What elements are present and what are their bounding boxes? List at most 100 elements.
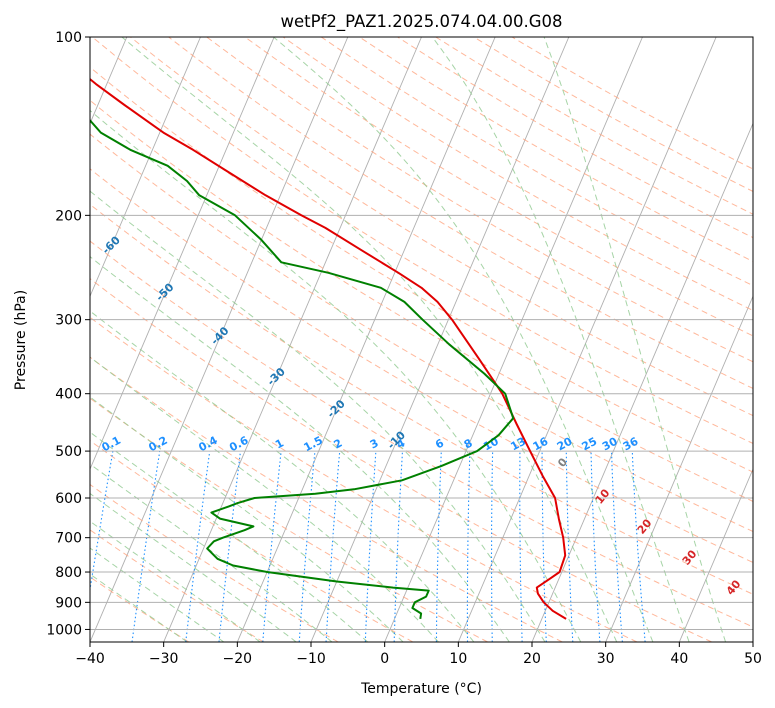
moist-adiabat-line — [90, 492, 297, 642]
dry-adiabat-line — [90, 168, 753, 563]
moist-adiabat-line — [90, 256, 510, 642]
mixing-ratio-label: 20 — [555, 435, 575, 454]
dry-adiabat-line — [168, 37, 753, 389]
dry-adiabat-line — [90, 529, 264, 642]
mixing-ratio-line — [131, 451, 161, 642]
mixing-ratio-line — [610, 451, 623, 642]
isotherm-line — [90, 37, 275, 471]
dry-adiabat-line — [282, 37, 753, 312]
mixing-ratio-line — [90, 450, 114, 594]
mixing-ratio-line — [565, 451, 574, 642]
x-axis-label: Temperature (°C) — [360, 681, 482, 697]
dry-adiabat-line — [359, 37, 753, 263]
moist-adiabat-line — [273, 37, 654, 642]
mixing-ratio-line — [435, 451, 442, 642]
x-tick-label: 30 — [597, 651, 615, 667]
moist-adiabat-line — [431, 37, 690, 642]
mixing-ratio-label: 3 — [368, 436, 381, 451]
mixing-ratio-label: 10 — [481, 435, 501, 454]
y-tick-label: 100 — [55, 30, 82, 46]
mixing-ratio-line — [631, 451, 646, 642]
isotherm-label: -80 — [0, 142, 15, 165]
isotherm-line — [752, 640, 753, 642]
mixing-ratio-line — [218, 451, 242, 642]
dry-adiabat-line — [511, 37, 753, 170]
mixing-ratio-line — [298, 451, 316, 642]
isotherm-line — [90, 37, 201, 298]
dry-adiabat-line — [130, 37, 753, 417]
wetbulb-label: 40 — [724, 577, 744, 597]
plot-frame — [89, 36, 754, 643]
mixing-ratio-line — [519, 451, 523, 642]
mixing-ratio-line — [185, 451, 211, 642]
y-tick-label: 400 — [55, 387, 82, 403]
profile-series — [90, 77, 567, 620]
x-tick-label: −10 — [296, 651, 326, 667]
x-tick-label: 10 — [449, 651, 467, 667]
mixing-ratio-line — [262, 451, 282, 642]
y-tick-label: 600 — [55, 491, 82, 507]
temperature-line — [90, 77, 567, 620]
x-tick-label: 40 — [670, 651, 688, 667]
dry-adiabat-line — [90, 316, 638, 642]
y-axis-label: Pressure (hPa) — [13, 290, 29, 390]
x-tick-label: −40 — [75, 651, 105, 667]
y-tick-label: 500 — [55, 444, 82, 460]
moist-adiabat-line — [90, 547, 225, 642]
moist-adiabat-line — [90, 396, 404, 642]
dewpoint-line — [90, 118, 515, 620]
isotherm-line — [457, 37, 717, 642]
moist-adiabat-line — [121, 37, 618, 642]
moist-adiabat-line — [90, 573, 188, 642]
isotherm-line — [90, 37, 349, 642]
isotherm-line — [605, 295, 753, 642]
moist-adiabat-line — [90, 356, 439, 642]
y-tick-label: 900 — [55, 595, 82, 611]
dry-adiabat-line — [90, 483, 339, 642]
dry-adiabat-line — [90, 278, 712, 642]
x-tick-label: 50 — [744, 651, 762, 667]
isotherm-line — [163, 37, 422, 642]
moist-adiabat-line — [543, 37, 727, 642]
mixing-ratio-label: 25 — [580, 435, 600, 454]
pressure-gridlines — [90, 36, 753, 630]
moist-adiabat-line — [90, 431, 369, 642]
x-tick-label: 0 — [380, 651, 389, 667]
mixing-ratio-label: 2 — [332, 436, 345, 451]
y-tick-label: 800 — [55, 565, 82, 581]
isotherm-line — [678, 467, 753, 642]
dry-adiabat-line — [244, 37, 753, 337]
y-tick-label: 300 — [55, 313, 82, 329]
x-tick-label: −20 — [223, 651, 253, 667]
moist-adiabat-line — [90, 109, 582, 642]
dry-adiabat-line — [91, 37, 753, 445]
mixing-ratio-line — [490, 451, 494, 642]
isotherm-label: -40 — [208, 324, 231, 347]
x-tick-label: −30 — [149, 651, 179, 667]
mixing-ratio-lines — [90, 450, 646, 642]
dry-adiabat-line — [90, 99, 753, 502]
y-tick-label: 200 — [55, 208, 82, 224]
mixing-ratio-label: 1 — [273, 436, 286, 451]
moist-adiabat-line — [90, 520, 261, 642]
y-tick-label: 1000 — [46, 622, 82, 638]
isotherm-label: -60 — [100, 233, 123, 256]
wetbulb-label: 30 — [680, 547, 700, 567]
isotherm-line — [531, 122, 753, 642]
wetbulb-label: 10 — [593, 486, 613, 506]
isotherm-label: -50 — [153, 280, 176, 303]
mixing-ratio-line — [590, 451, 601, 642]
mixing-ratio-label: 30 — [600, 435, 620, 454]
moist-adiabat-line — [90, 463, 333, 642]
mixing-ratio-label: 36 — [621, 435, 641, 454]
dry-adiabat-line — [90, 356, 563, 642]
mixing-ratio-line — [364, 451, 377, 642]
isotherm-line — [236, 37, 496, 642]
moist-adiabat-line — [90, 190, 546, 642]
dry-adiabat-line — [435, 37, 753, 215]
dry-adiabats — [90, 37, 753, 642]
chart-title: wetPf2_PAZ1.2025.074.04.00.G08 — [280, 12, 562, 32]
dry-adiabat-line — [90, 397, 488, 642]
